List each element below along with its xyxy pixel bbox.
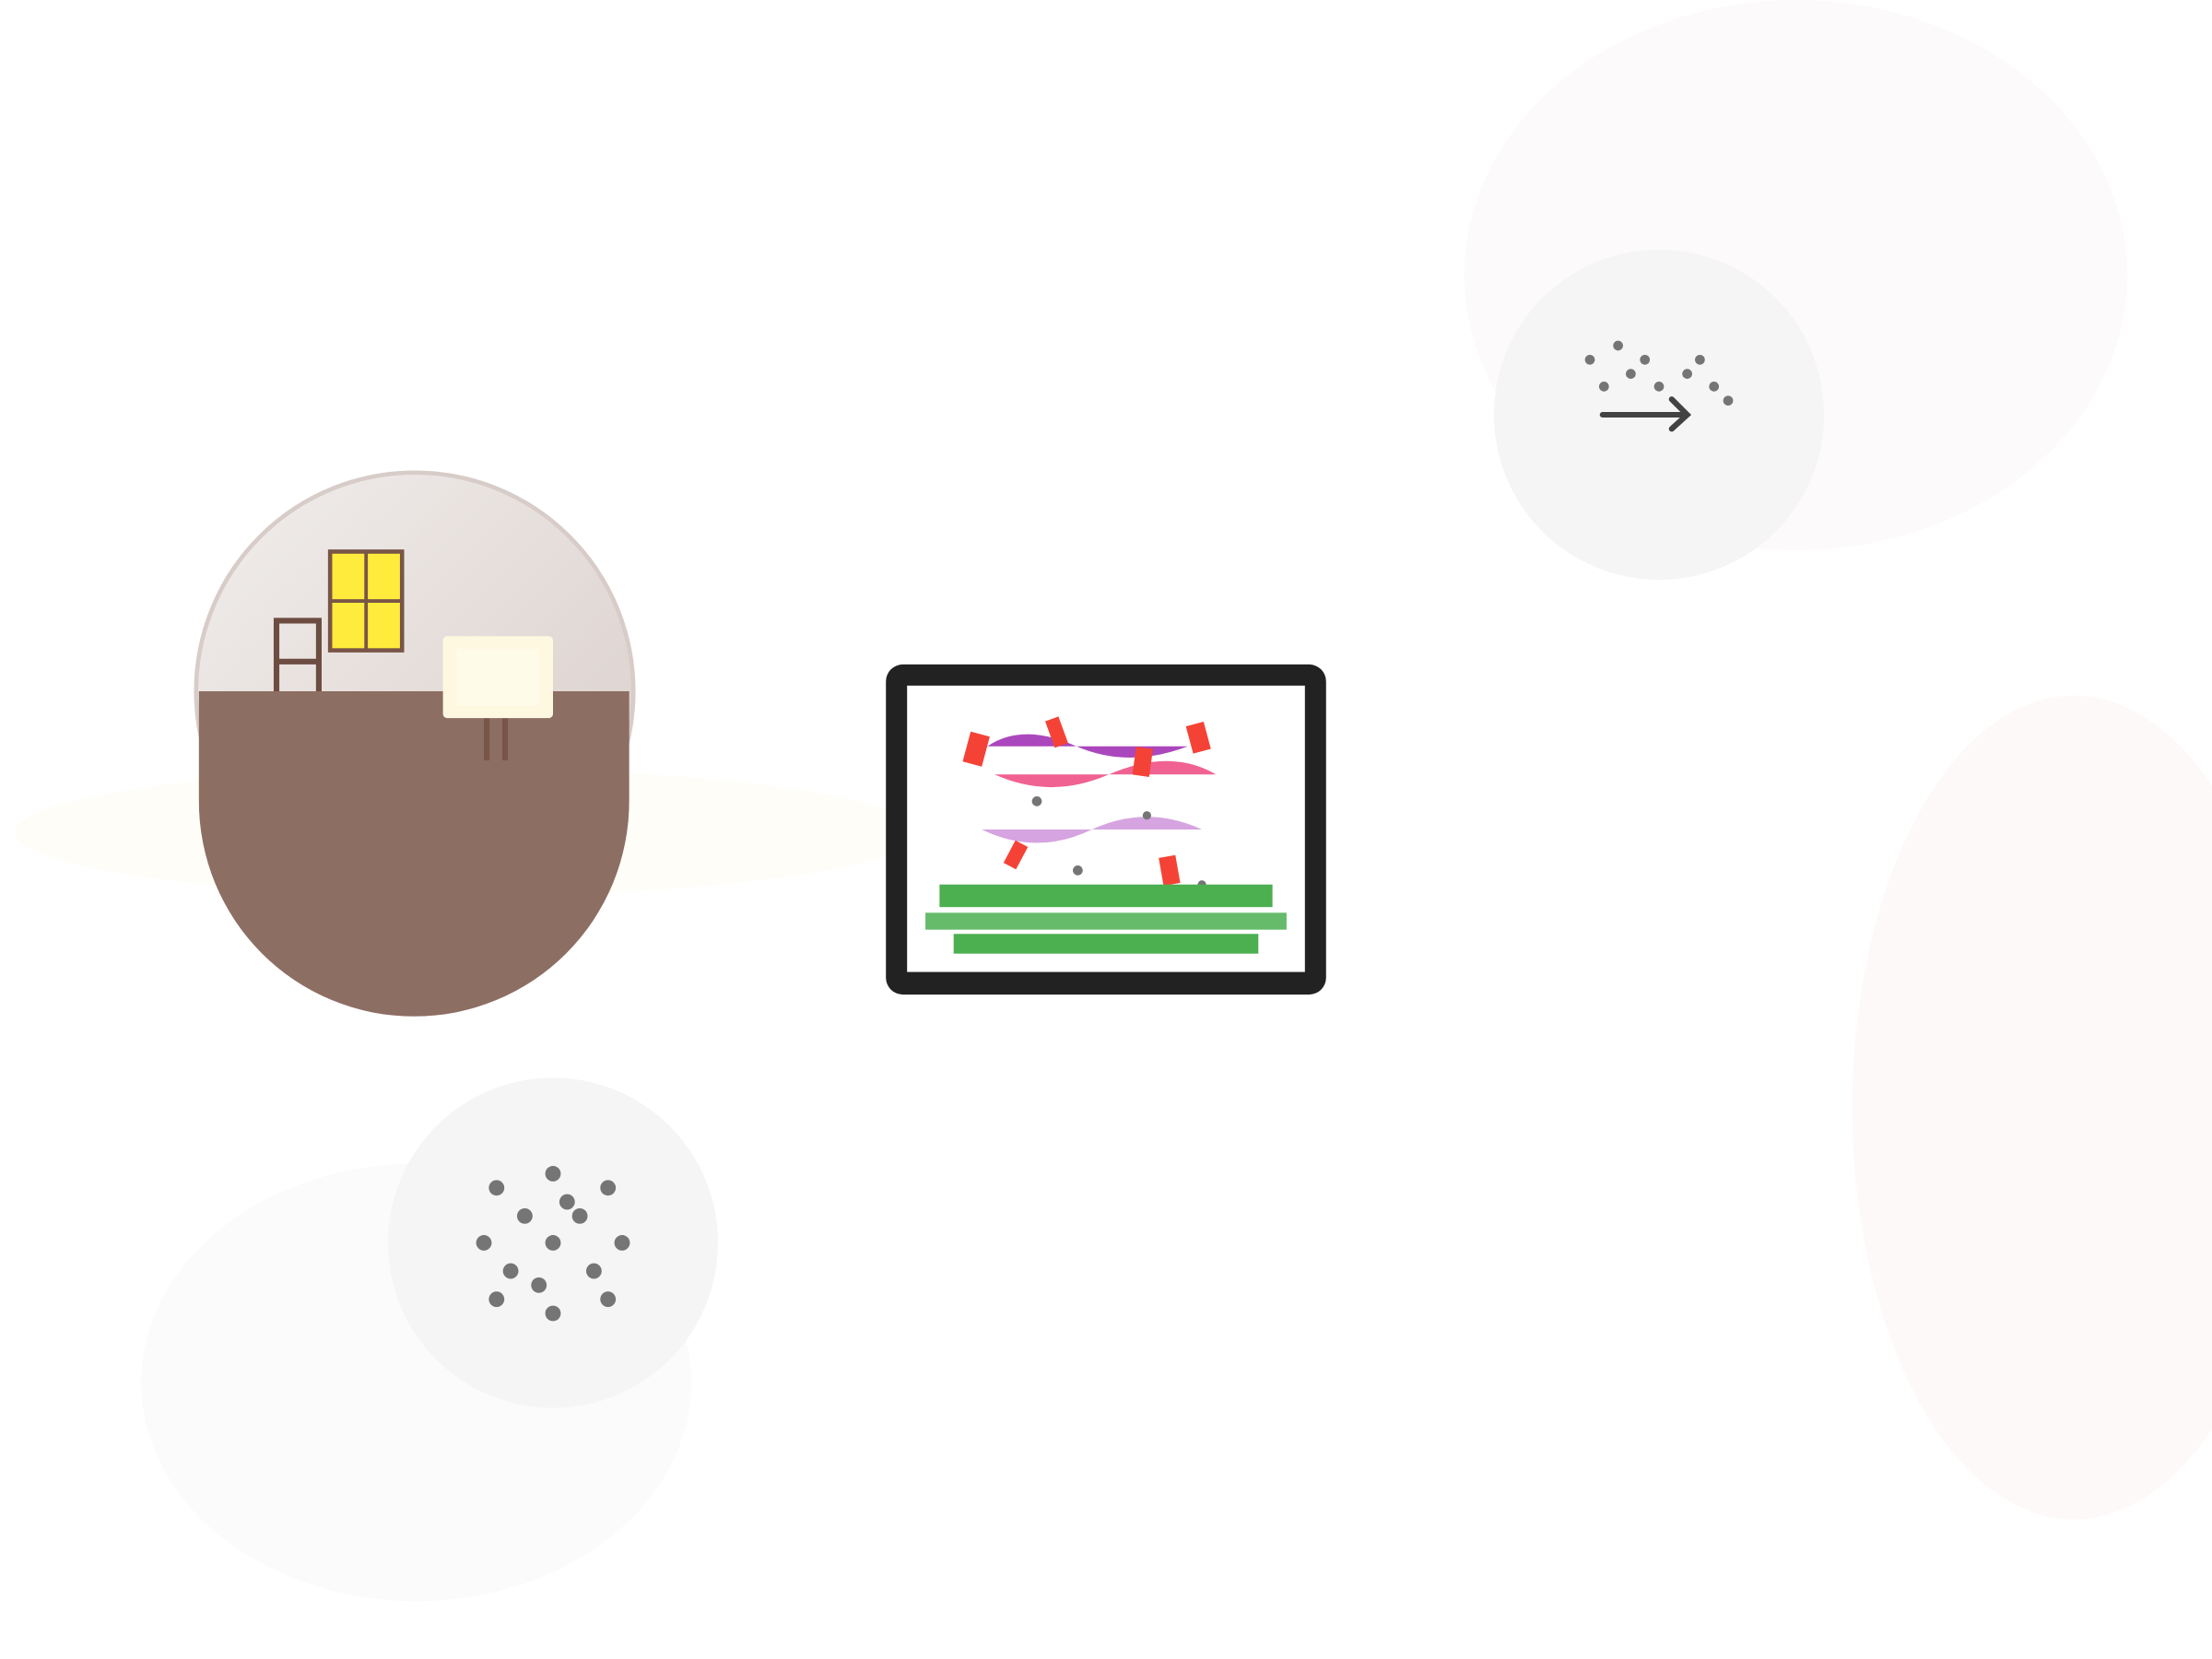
lamp-glow xyxy=(456,649,539,706)
arrow xyxy=(1599,396,1692,432)
chair xyxy=(273,618,322,691)
particles xyxy=(1584,340,1734,406)
grass xyxy=(953,934,1259,954)
bg-blob xyxy=(1852,695,2212,1520)
arrow-icon xyxy=(1493,249,1825,581)
room-illustration xyxy=(194,470,636,1017)
grass xyxy=(939,884,1273,908)
particle-icon xyxy=(387,1077,719,1408)
room-floor xyxy=(198,691,629,1017)
grass xyxy=(925,912,1287,930)
particles xyxy=(476,1166,630,1322)
confetti xyxy=(962,716,1211,887)
wave xyxy=(994,760,1217,788)
wave xyxy=(982,817,1203,843)
screen-illustration xyxy=(886,664,1326,995)
